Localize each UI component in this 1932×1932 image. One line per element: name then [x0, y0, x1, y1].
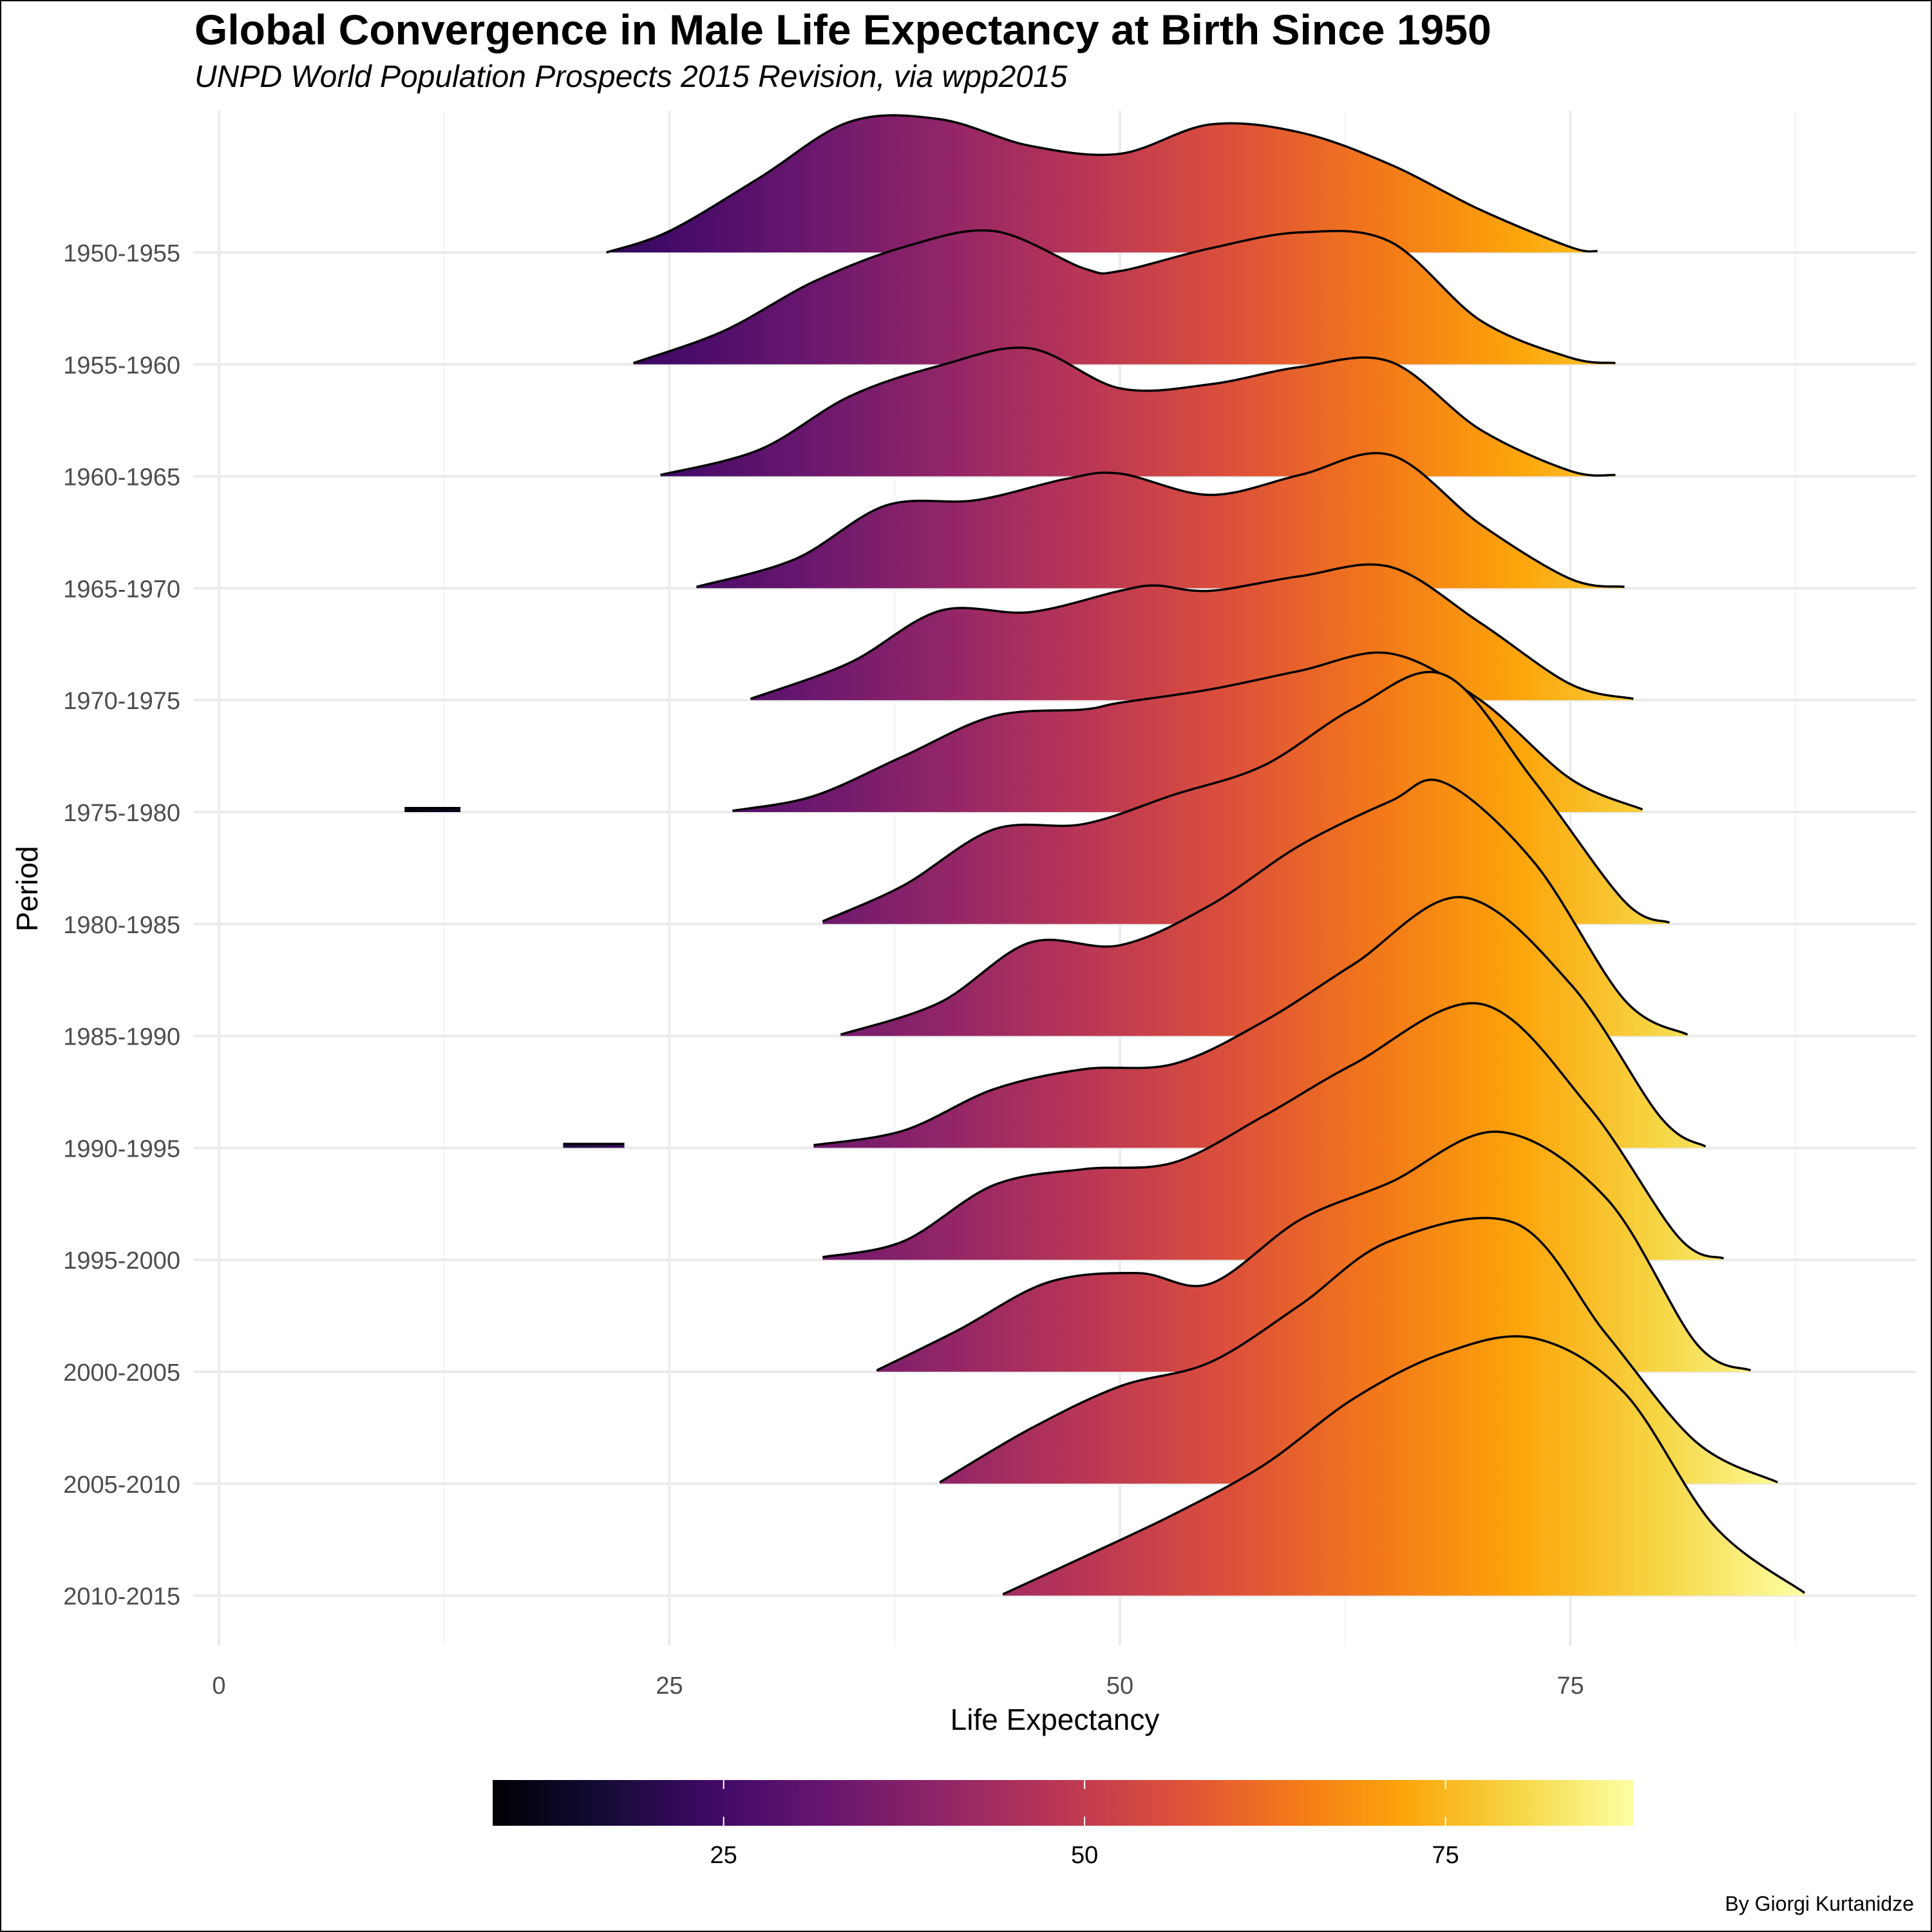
- y-tick-label: 1960-1965: [63, 464, 180, 491]
- y-tick-label: 2000-2005: [63, 1359, 180, 1387]
- y-tick-label: 2010-2015: [63, 1584, 180, 1611]
- ridge-outline: [696, 451, 1625, 589]
- color-legend: 25 50 75: [493, 1780, 1633, 1869]
- ridge-1960-1965: [660, 346, 1616, 477]
- y-tick-label: 1955-1960: [63, 352, 180, 379]
- y-tick-label: 1975-1980: [63, 800, 180, 827]
- chart-title: Global Convergence in Male Life Expectan…: [194, 6, 1492, 53]
- colorbar-label: 25: [710, 1842, 737, 1869]
- ridge-1965-1970: [696, 451, 1625, 589]
- ridge-outline: [822, 670, 1671, 924]
- x-tick-label: 25: [656, 1672, 683, 1700]
- ridge-area: [660, 347, 1616, 477]
- ridge-outline: [606, 114, 1598, 254]
- x-tick-label: 50: [1106, 1672, 1133, 1700]
- y-tick-label: 2005-2010: [63, 1472, 180, 1499]
- ridge-1975-1980-outlier-: [404, 807, 460, 812]
- colorbar: [493, 1780, 1633, 1826]
- colorbar-label: 50: [1071, 1842, 1098, 1869]
- x-tick-label: 75: [1557, 1672, 1584, 1700]
- ridge-outline: [750, 563, 1634, 700]
- ridge-1955-1960: [632, 229, 1616, 365]
- y-tick-label: 1980-1985: [63, 912, 180, 939]
- x-tick-labels: 0 25 50 75: [212, 1672, 1584, 1700]
- ridge-outline: [1002, 1335, 1806, 1596]
- ridge-area: [606, 115, 1598, 252]
- y-tick-label: 1970-1975: [63, 688, 180, 715]
- ridges: [404, 114, 1806, 1596]
- ridge-outline: [939, 1217, 1779, 1484]
- ridge-area: [696, 453, 1625, 589]
- ridge-2010-2015: [1002, 1335, 1806, 1596]
- x-axis-title: Life Expectancy: [951, 1703, 1160, 1736]
- y-tick-label: 1950-1955: [63, 240, 180, 267]
- ridge-outline: [732, 651, 1643, 812]
- chart-subtitle: UNPD World Population Prospects 2015 Rev…: [194, 60, 1068, 94]
- y-tick-label: 1990-1995: [63, 1135, 180, 1162]
- y-axis-title: Period: [10, 846, 44, 932]
- colorbar-label: 75: [1432, 1842, 1459, 1869]
- ridge-area: [633, 230, 1616, 365]
- ridge-area: [1003, 1336, 1805, 1596]
- y-tick-label: 1965-1970: [63, 576, 180, 603]
- ridge-outline: [660, 346, 1616, 477]
- ridge-outline: [822, 1001, 1725, 1260]
- ridge-outline: [840, 778, 1689, 1036]
- chart-caption: By Giorgi Kurtanidze: [1725, 1892, 1914, 1915]
- ridge-1990-1995-outlier-: [563, 1142, 625, 1148]
- x-tick-label: 0: [212, 1672, 225, 1700]
- y-tick-label: 1995-2000: [63, 1247, 180, 1274]
- ridge-outline: [632, 229, 1616, 365]
- y-tick-labels: 1950-1955 1955-1960 1960-1965 1965-1970 1970…: [63, 240, 180, 1611]
- y-tick-label: 1985-1990: [63, 1024, 180, 1051]
- ridge-outline: [876, 1130, 1752, 1372]
- ridge-1950-1955: [606, 114, 1598, 254]
- ridge-outline: [813, 896, 1707, 1148]
